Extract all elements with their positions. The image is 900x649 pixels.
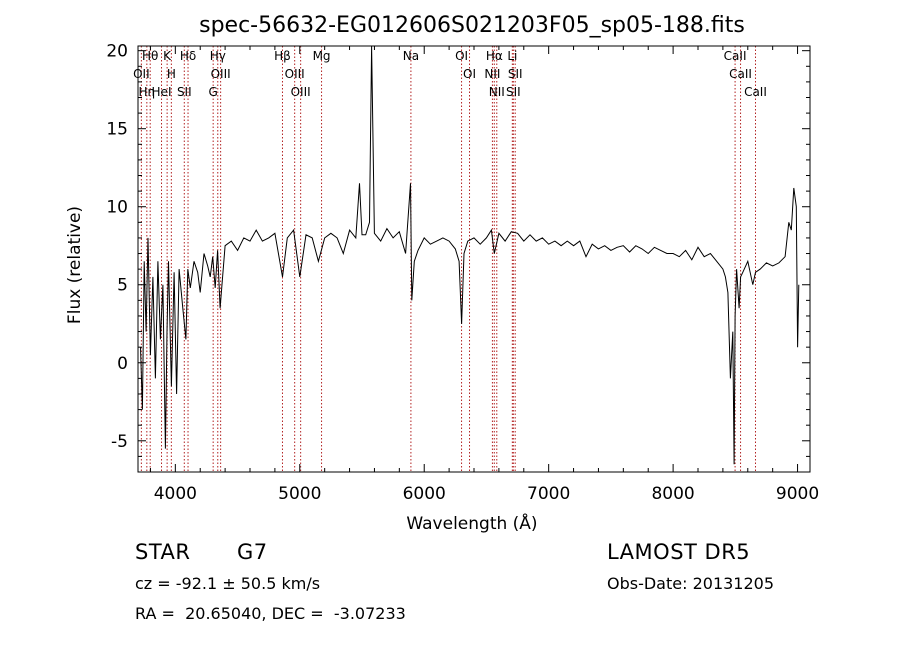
line-marker-label: Hα	[486, 49, 503, 63]
plot-frame	[137, 45, 811, 473]
survey-name: LAMOST DR5	[607, 540, 751, 564]
line-marker-label: SII	[177, 85, 192, 99]
emission-line-markers	[140, 46, 756, 472]
line-marker-label: K	[163, 49, 172, 63]
line-marker-label: CaII	[729, 67, 752, 81]
line-marker-label: OIII	[291, 85, 311, 99]
line-marker-label: NII	[489, 85, 505, 99]
line-marker-label: HeI	[152, 85, 172, 99]
redshift-info: cz = -92.1 ± 50.5 km/s	[135, 574, 321, 593]
chart-title: spec-56632-EG012606S021203F05_sp05-188.f…	[199, 13, 745, 38]
line-marker-label: NII	[484, 67, 500, 81]
x-tick-label: 9000	[776, 484, 819, 504]
line-marker-label: G	[209, 85, 218, 99]
line-marker-label: OIII	[285, 67, 305, 81]
line-marker-label: Mg	[313, 49, 331, 63]
coordinates-info: RA = 20.65040, DEC = -3.07233	[135, 604, 406, 623]
line-marker-label: Li	[507, 49, 517, 63]
y-tick-label: 0	[117, 354, 128, 374]
x-axis-label: Wavelength (Å)	[406, 512, 537, 534]
y-axis-label: Flux (relative)	[65, 206, 85, 324]
y-axis-ticks: -5 0 5 10 15 20	[106, 42, 810, 457]
subclass: G7	[237, 540, 268, 564]
x-tick-label: 8000	[651, 484, 694, 504]
y-tick-label: 20	[106, 42, 128, 62]
y-tick-label: 5	[117, 276, 128, 296]
line-marker-label: SII	[508, 67, 523, 81]
x-axis-ticks: 4000 5000 6000 7000 8000 9000	[149, 46, 819, 504]
object-class: STAR	[135, 540, 191, 564]
line-marker-label: Hβ	[274, 49, 291, 63]
line-marker-label: Hθ	[142, 49, 158, 63]
line-marker-label: Na	[403, 49, 419, 63]
line-marker-label: H	[167, 67, 176, 81]
line-marker-label: CaII	[744, 85, 767, 99]
line-marker-label: SII	[506, 85, 521, 99]
x-tick-label: 6000	[403, 484, 446, 504]
line-marker-label: Hγ	[210, 49, 226, 63]
spectrum-line	[140, 45, 800, 465]
y-tick-label: -5	[111, 432, 128, 452]
x-tick-label: 7000	[527, 484, 570, 504]
line-marker-label: CaII	[724, 49, 747, 63]
x-tick-label: 5000	[278, 484, 321, 504]
line-marker-label: OI	[455, 49, 468, 63]
observation-date: Obs-Date: 20131205	[607, 574, 775, 593]
line-marker-label: OIII	[211, 67, 231, 81]
y-tick-label: 10	[106, 198, 128, 218]
line-marker-label: OII	[133, 67, 150, 81]
line-marker-label: OI	[463, 67, 476, 81]
x-tick-label: 4000	[154, 484, 197, 504]
line-marker-label: Hη	[139, 85, 156, 99]
line-marker-label: Hδ	[180, 49, 196, 63]
y-tick-label: 15	[106, 120, 128, 140]
